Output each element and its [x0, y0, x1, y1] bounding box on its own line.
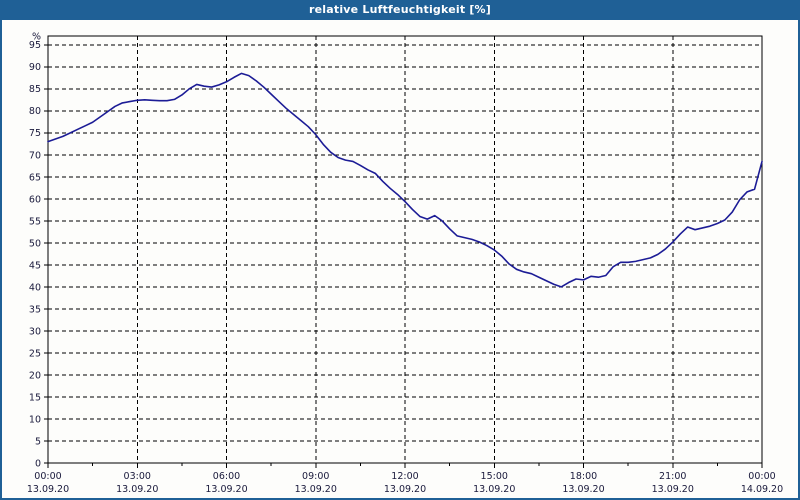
y-axis-tick-label: 85 — [29, 84, 41, 95]
x-axis-time-label: 15:00 — [481, 471, 508, 482]
y-axis-tick-label: 45 — [29, 260, 41, 271]
y-axis-tick-label: 80 — [29, 106, 41, 117]
window-body — [0, 20, 800, 500]
data-series-layer — [47, 72, 763, 288]
y-axis-tick-label: 95 — [29, 40, 41, 51]
x-axis-date-label: 13.09.20 — [295, 484, 337, 495]
y-axis-tick-label: 5 — [35, 436, 41, 447]
y-axis-tick-label: 30 — [29, 326, 41, 337]
y-axis-tick-label: 50 — [29, 238, 41, 249]
x-axis-date-label: 13.09.20 — [562, 484, 604, 495]
x-axis-date-label: 13.09.20 — [205, 484, 247, 495]
x-axis-time-label: 03:00 — [124, 471, 151, 482]
y-axis-unit-label: % — [32, 31, 41, 42]
x-axis-time-label: 06:00 — [213, 471, 240, 482]
humidity-line — [47, 72, 763, 288]
y-axis-tick-label: 15 — [29, 392, 41, 403]
y-axis-tick-label: 65 — [29, 172, 41, 183]
x-axis-time-label: 00:00 — [748, 471, 775, 482]
y-axis-tick-label: 35 — [29, 304, 41, 315]
axis-labels-layer: 0 5 10 15 20 25 30 35 40 45 50 55 60 65 70 75 80 85 90 95% 0… — [27, 31, 783, 495]
y-axis-tick-label: 40 — [29, 282, 41, 293]
x-axis-date-label: 14.09.20 — [741, 484, 783, 495]
x-axis-time-label: 00:00 — [34, 471, 61, 482]
window-title-bar: relative Luftfeuchtigkeit [%] — [0, 0, 800, 20]
x-axis-time-label: 21:00 — [659, 471, 686, 482]
x-axis-date-label: 13.09.20 — [384, 484, 426, 495]
y-axis-tick-label: 25 — [29, 348, 41, 359]
page-title: relative Luftfeuchtigkeit [%] — [309, 3, 491, 16]
x-axis-date-label: 13.09.20 — [116, 484, 158, 495]
y-axis-tick-label: 55 — [29, 216, 41, 227]
humidity-chart: 0 5 10 15 20 25 30 35 40 45 50 55 60 65 70 75 80 85 90 95% 0… — [0, 20, 800, 500]
y-axis-tick-label: 20 — [29, 370, 41, 381]
y-axis-tick-label: 75 — [29, 128, 41, 139]
x-axis-date-label: 13.09.20 — [473, 484, 515, 495]
x-axis-time-label: 09:00 — [302, 471, 329, 482]
y-axis-tick-label: 70 — [29, 150, 41, 161]
x-axis-date-label: 13.09.20 — [652, 484, 694, 495]
y-axis-tick-label: 0 — [35, 458, 41, 469]
chart-canvas: 0 5 10 15 20 25 30 35 40 45 50 55 60 65 70 75 80 85 90 95% 0… — [27, 31, 783, 495]
y-axis-tick-label: 90 — [29, 62, 41, 73]
plot-frame — [47, 35, 763, 464]
y-axis-tick-label: 10 — [29, 414, 41, 425]
x-axis-time-label: 12:00 — [391, 471, 418, 482]
x-axis-time-label: 18:00 — [570, 471, 597, 482]
x-axis-date-label: 13.09.20 — [27, 484, 69, 495]
grid-layer — [48, 36, 762, 463]
y-axis-tick-label: 60 — [29, 194, 41, 205]
axis-ticks-layer — [44, 44, 763, 468]
